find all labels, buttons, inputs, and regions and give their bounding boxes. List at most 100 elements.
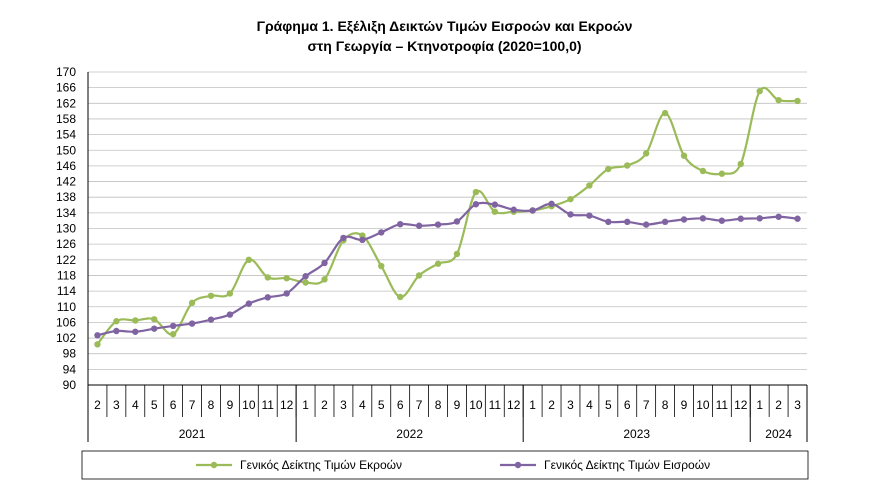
input-index-point [302, 273, 309, 280]
output-index-point [775, 96, 782, 104]
y-tick-label: 134 [56, 206, 76, 220]
input-index-point [642, 221, 650, 228]
input-index-point [586, 212, 593, 219]
x-tick-label: 5 [378, 398, 385, 412]
output-index-point [794, 97, 801, 105]
y-tick-label: 154 [56, 128, 76, 142]
legend-label: Γενικός Δείκτης Τιμών Εισροών [544, 458, 710, 472]
chart-title-line-2: στη Γεωργία – Κτηνοτροφία (2020=100,0) [307, 38, 582, 54]
input-index-point [775, 213, 782, 220]
output-index-point [661, 109, 669, 117]
input-index-point [264, 294, 271, 301]
x-tick-label: 2 [321, 398, 328, 412]
x-tick-label: 3 [794, 398, 801, 412]
x-tick-label: 8 [662, 398, 669, 412]
input-index-point [699, 215, 707, 222]
x-tick-label: 10 [242, 398, 256, 412]
x-tick-label: 4 [132, 398, 139, 412]
output-index-point [718, 170, 726, 177]
legend-marker [514, 461, 522, 469]
y-tick-label: 130 [56, 222, 76, 236]
legend: Γενικός Δείκτης Τιμών Εκροών Γενικός Δείκ… [81, 450, 809, 480]
input-index-point [151, 325, 158, 332]
x-tick-label: 6 [170, 398, 177, 412]
x-tick-label: 6 [624, 398, 631, 412]
x-tick-label: 5 [151, 398, 158, 412]
year-label: 2024 [765, 427, 792, 441]
x-tick-label: 1 [302, 398, 309, 412]
y-tick-label: 162 [56, 96, 76, 110]
x-tick-label: 10 [469, 398, 483, 412]
output-index-point [756, 87, 763, 95]
input-index-point [548, 200, 555, 208]
output-index-point [567, 195, 574, 203]
y-tick-label: 170 [56, 65, 76, 79]
input-index-point [113, 327, 120, 335]
y-tick-label: 166 [56, 81, 76, 95]
x-tick-label: 10 [696, 398, 710, 412]
output-index-point [605, 165, 612, 173]
output-index-point [132, 317, 139, 324]
x-tick-label: 5 [605, 398, 612, 412]
x-tick-label: 12 [507, 398, 521, 412]
output-index-point [737, 160, 744, 168]
x-tick-label: 12 [280, 398, 294, 412]
input-index-point [415, 222, 423, 229]
input-index-point [510, 206, 517, 213]
x-tick-label: 6 [397, 398, 404, 412]
legend-label: Γενικός Δείκτης Τιμών Εκροών [240, 458, 402, 472]
x-tick-label: 3 [113, 398, 120, 412]
output-index-point [283, 274, 290, 282]
output-index-point [378, 262, 385, 270]
y-tick-label: 142 [56, 175, 76, 189]
x-tick-label: 3 [567, 398, 574, 412]
x-tick-label: 4 [359, 398, 366, 412]
output-index-point [699, 167, 707, 175]
x-tick-label: 8 [435, 398, 442, 412]
y-tick-label: 122 [56, 253, 76, 267]
output-index-point [472, 188, 480, 196]
input-index-point [434, 221, 442, 228]
output-index-point [321, 276, 328, 283]
input-index-point [491, 201, 499, 208]
x-tick-label: 12 [734, 398, 748, 412]
input-index-point [94, 332, 101, 339]
input-index-point [794, 215, 801, 222]
output-index-point [434, 260, 442, 267]
x-tick-label: 1 [756, 398, 763, 412]
output-index-point [586, 182, 593, 189]
input-index-point [378, 229, 385, 236]
input-index-point [453, 218, 461, 225]
output-index-line [96, 86, 798, 346]
y-tick-label: 150 [56, 143, 76, 157]
x-tick-label: 9 [454, 398, 461, 412]
output-index-point [151, 316, 158, 323]
x-tick-label: 7 [643, 398, 650, 412]
input-index-point [132, 328, 139, 335]
year-label: 2022 [396, 427, 423, 441]
input-index-point [207, 316, 215, 323]
output-index-point [396, 293, 404, 301]
x-tick-label: 2 [548, 398, 555, 412]
y-tick-label: 114 [57, 284, 76, 298]
input-index-point [245, 300, 253, 307]
x-tick-label: 9 [681, 398, 688, 412]
x-tick-label: 11 [716, 398, 729, 412]
input-index-line [97, 201, 798, 337]
chart-title: Γράφημα 1. Εξέλιξη Δεικτών Τιμών Εισροών… [0, 16, 889, 56]
input-index-point [567, 211, 574, 218]
output-index-point [302, 279, 309, 286]
input-index-point [396, 220, 404, 228]
input-index-point [661, 218, 669, 226]
input-index-point [359, 236, 366, 244]
y-tick-label: 138 [56, 190, 76, 204]
chart-title-line-1: Γράφημα 1. Εξέλιξη Δεικτών Τιμών Εισροών… [256, 18, 633, 34]
y-tick-label: 118 [57, 268, 76, 282]
output-index-point [226, 290, 234, 297]
x-tick-label: 7 [416, 398, 423, 412]
input-index-point [169, 322, 177, 330]
y-tick-label: 126 [56, 237, 76, 251]
x-tick-label: 2 [775, 398, 782, 412]
x-tick-label: 1 [529, 398, 536, 412]
